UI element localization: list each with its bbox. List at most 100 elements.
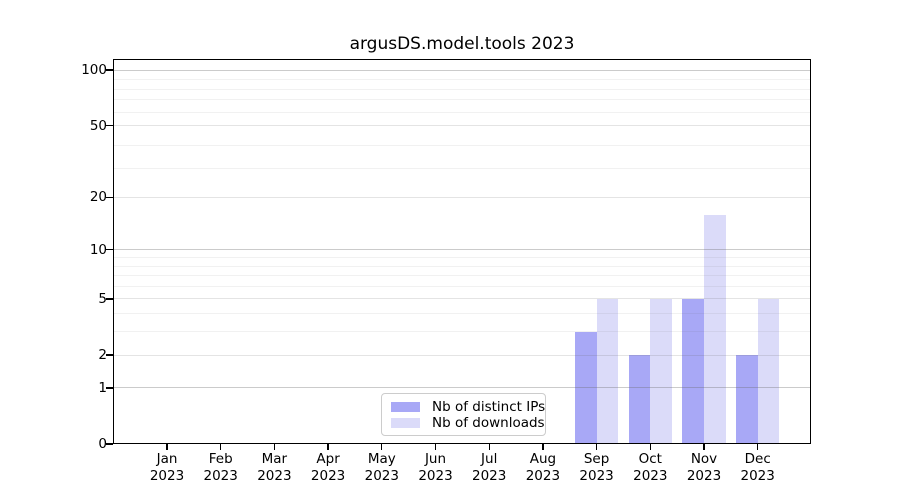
legend-row-nb-of-downloads: Nb of downloads [391,415,545,431]
x-tick-month: Sep [583,451,610,467]
x-tick-month: Jan [156,451,178,467]
x-tick-year: 2023 [418,468,453,484]
y-gridline-29 [113,168,811,169]
y-gridline-1 [113,387,811,389]
x-tick-year: 2023 [203,468,238,484]
y-tick-label-2: 2 [98,347,107,363]
y-gridline-10 [113,249,811,251]
legend-label-nb-of-distinct-ips: Nb of distinct IPs [432,398,546,415]
y-gridline-8 [113,265,811,267]
bar-nb-of-downloads-dec [757,298,780,444]
y-tick-label-20: 20 [89,189,107,206]
legend: Nb of distinct IPs Nb of downloads [381,393,546,436]
x-tick-year: 2023 [310,468,346,484]
y-gridline-2 [113,354,811,356]
y-tick-label-5: 5 [98,290,107,307]
x-tick-label-aug: Aug 2023 [513,451,573,485]
y-tick-mark-100 [106,69,113,71]
x-tick-mark-nov [703,444,705,450]
x-tick-label-jun: Jun 2023 [406,451,466,485]
x-tick-mark-jan [166,444,168,450]
y-tick-mark-10 [106,249,113,251]
x-tick-year: 2023 [633,468,668,484]
x-tick-label-may: May 2023 [352,451,412,485]
y-gridline-50 [113,125,811,127]
x-tick-label-oct: Oct 2023 [620,451,680,485]
legend-label-nb-of-downloads: Nb of downloads [432,414,545,431]
y-gridline-100 [113,69,811,71]
x-tick-year: 2023 [686,468,722,484]
x-tick-month: Mar [261,451,288,467]
y-tick-label-10: 10 [89,241,107,258]
bar-nb-of-downloads-sep [596,298,619,444]
x-tick-month: May [367,451,396,467]
x-tick-year: 2023 [257,468,292,484]
y-gridline-59 [113,111,811,113]
y-tick-mark-0 [106,443,113,445]
x-tick-label-mar: Mar 2023 [244,451,304,485]
y-gridline-4 [113,313,811,315]
y-gridline-20 [113,196,811,198]
y-tick-mark-50 [106,124,113,127]
x-tick-mark-oct [649,444,651,450]
x-tick-mark-apr [327,444,329,450]
x-tick-month: Oct [638,451,662,467]
x-tick-mark-may [381,444,383,450]
bar-nb-of-downloads-oct [650,298,672,444]
x-tick-mark-jul [488,444,490,450]
bar-nb-of-distinct-ips-dec [736,355,758,444]
bar-nb-of-distinct-ips-sep [575,331,597,444]
legend-row-nb-of-distinct-ips: Nb of distinct IPs [391,399,545,415]
x-tick-mark-feb [220,444,222,450]
y-gridline-7 [113,275,811,277]
x-tick-month: Aug [529,451,557,467]
y-tick-mark-20 [106,196,113,199]
y-gridline-89 [113,79,811,80]
x-tick-mark-mar [273,444,276,450]
x-tick-month: Jun [424,451,447,467]
y-gridline-6 [113,285,811,287]
y-tick-mark-2 [106,354,113,356]
y-tick-label-0: 0 [98,436,107,452]
legend-swatch-nb-of-downloads [391,417,420,428]
y-gridline-39 [113,144,811,146]
x-tick-mark-sep [595,444,598,450]
x-tick-mark-jun [434,444,437,450]
legend-swatch-nb-of-distinct-ips [391,401,420,412]
y-gridline-79 [113,88,811,90]
y-gridline-69 [113,99,811,101]
x-tick-label-sep: Sep 2023 [567,451,627,485]
y-tick-label-100: 100 [81,62,107,79]
x-tick-year: 2023 [525,468,561,484]
x-tick-month: Apr [316,451,340,467]
bar-nb-of-distinct-ips-nov [682,298,704,444]
x-tick-label-dec: Dec 2023 [728,451,788,485]
x-tick-year: 2023 [740,468,775,484]
bar-nb-of-distinct-ips-oct [628,355,651,444]
y-tick-label-1: 1 [98,379,107,396]
x-tick-year: 2023 [364,468,399,484]
y-gridline-3 [113,331,811,333]
x-tick-month: Nov [690,451,718,467]
x-tick-month: Feb [208,451,233,467]
x-tick-label-apr: Apr 2023 [298,451,358,485]
y-tick-mark-1 [106,387,113,389]
x-tick-year: 2023 [579,468,614,484]
x-tick-label-jan: Jan 2023 [137,451,197,485]
x-tick-mark-aug [542,444,544,450]
x-tick-label-feb: Feb 2023 [191,451,251,485]
x-tick-year: 2023 [149,468,185,484]
y-tick-mark-5 [106,298,113,300]
x-tick-label-nov: Nov 2023 [674,451,734,485]
x-tick-month: Jul [481,451,498,467]
x-tick-label-jul: Jul 2023 [459,451,519,485]
y-gridline-9 [113,256,811,258]
y-tick-label-50: 50 [89,117,107,134]
chart-title: argusDS.model.tools 2023 [349,34,575,54]
bar-nb-of-downloads-nov [704,214,726,444]
x-tick-month: Dec [744,451,771,467]
y-gridline-5 [113,298,811,300]
x-tick-mark-dec [757,444,759,450]
x-tick-year: 2023 [472,468,507,484]
